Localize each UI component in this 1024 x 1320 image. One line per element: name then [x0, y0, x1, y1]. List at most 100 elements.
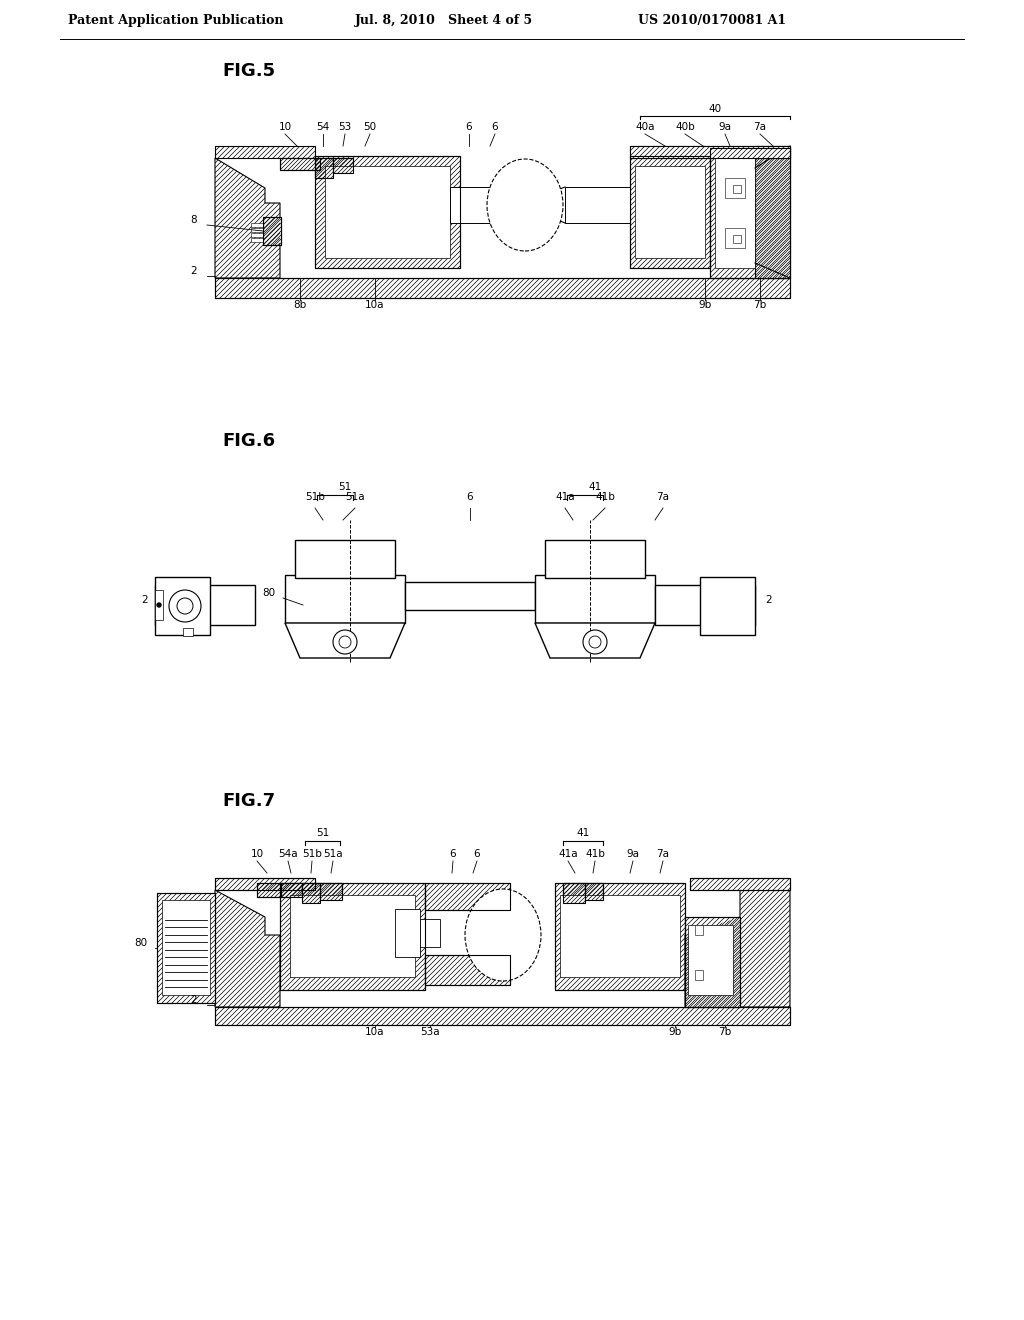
Bar	[315, 158, 333, 178]
Bar	[725, 178, 745, 198]
Bar	[715, 158, 755, 268]
Text: 50: 50	[364, 121, 377, 132]
Text: Jul. 8, 2010   Sheet 4 of 5: Jul. 8, 2010 Sheet 4 of 5	[355, 15, 534, 26]
Text: 8b: 8b	[293, 300, 306, 310]
Bar	[560, 895, 680, 977]
Polygon shape	[319, 883, 342, 900]
Polygon shape	[685, 917, 740, 1007]
Bar	[688, 925, 733, 995]
Polygon shape	[263, 216, 281, 246]
Circle shape	[177, 598, 193, 614]
Bar	[725, 228, 745, 248]
Text: 51: 51	[315, 828, 329, 838]
Bar	[425, 883, 510, 909]
Polygon shape	[563, 883, 585, 903]
Bar	[695, 970, 703, 979]
Ellipse shape	[465, 888, 541, 981]
Bar	[257, 883, 281, 898]
Polygon shape	[315, 158, 333, 178]
Circle shape	[589, 636, 601, 648]
Bar	[155, 590, 163, 620]
Bar	[157, 894, 215, 1003]
Text: FIG.5: FIG.5	[222, 62, 275, 81]
Text: 9a: 9a	[627, 849, 640, 859]
Bar	[733, 185, 741, 193]
Text: 2: 2	[190, 267, 197, 276]
Text: 80: 80	[134, 939, 147, 948]
Text: 41b: 41b	[585, 849, 605, 859]
Polygon shape	[333, 158, 353, 173]
Polygon shape	[585, 883, 603, 900]
Bar	[215, 1007, 790, 1026]
Ellipse shape	[487, 158, 563, 251]
Bar	[280, 883, 302, 898]
Text: 51b: 51b	[302, 849, 322, 859]
Text: 54a: 54a	[279, 849, 298, 859]
Bar	[695, 925, 703, 935]
Polygon shape	[630, 147, 790, 158]
Text: 8: 8	[190, 215, 197, 224]
Circle shape	[333, 630, 357, 653]
Polygon shape	[285, 623, 406, 657]
Bar	[302, 883, 319, 903]
Text: Patent Application Publication: Patent Application Publication	[68, 15, 284, 26]
Polygon shape	[425, 954, 510, 985]
Bar	[333, 158, 353, 173]
Text: 7a: 7a	[656, 849, 670, 859]
Bar	[563, 883, 585, 903]
Text: 6: 6	[450, 849, 457, 859]
Polygon shape	[280, 883, 302, 898]
Bar	[285, 576, 406, 623]
Text: 10: 10	[251, 849, 263, 859]
Polygon shape	[755, 147, 790, 279]
Polygon shape	[257, 883, 281, 898]
Text: 40: 40	[709, 104, 722, 114]
Text: 41a: 41a	[555, 492, 574, 502]
Circle shape	[583, 630, 607, 653]
Text: FIG.6: FIG.6	[222, 432, 275, 450]
Bar	[685, 917, 740, 1007]
Text: 6: 6	[474, 849, 480, 859]
Bar	[319, 883, 342, 900]
Bar	[555, 883, 685, 990]
Bar	[395, 909, 420, 957]
Text: 7b: 7b	[754, 300, 767, 310]
Bar	[700, 577, 755, 635]
Bar	[183, 628, 193, 636]
Text: 2: 2	[765, 595, 772, 605]
Bar	[655, 585, 755, 624]
Bar	[325, 166, 450, 257]
Text: 51a: 51a	[345, 492, 365, 502]
Bar	[280, 883, 425, 990]
Text: 7a: 7a	[754, 121, 767, 132]
Text: 54: 54	[316, 121, 330, 132]
Bar	[251, 223, 263, 227]
Text: US 2010/0170081 A1: US 2010/0170081 A1	[638, 15, 786, 26]
Polygon shape	[215, 279, 790, 298]
Text: 6: 6	[466, 121, 472, 132]
Polygon shape	[302, 883, 319, 903]
Text: 10a: 10a	[366, 1027, 385, 1038]
Bar	[155, 585, 255, 624]
Text: 40b: 40b	[675, 121, 695, 132]
Text: FIG.7: FIG.7	[222, 792, 275, 810]
Text: 7b: 7b	[719, 1027, 731, 1038]
Text: 10: 10	[279, 121, 292, 132]
Polygon shape	[215, 1007, 790, 1026]
Bar	[155, 577, 210, 635]
Text: 9b: 9b	[669, 1027, 682, 1038]
Bar	[710, 148, 790, 279]
Bar	[251, 234, 263, 238]
Text: 6: 6	[492, 121, 499, 132]
Text: 9a: 9a	[719, 121, 731, 132]
Bar	[565, 187, 630, 223]
Polygon shape	[157, 894, 215, 1003]
Polygon shape	[215, 158, 280, 279]
Bar	[295, 540, 395, 578]
Bar	[251, 228, 263, 232]
Bar	[535, 576, 655, 623]
Polygon shape	[685, 890, 790, 1007]
Polygon shape	[555, 883, 685, 990]
Text: 6: 6	[467, 492, 473, 502]
Polygon shape	[215, 890, 280, 1007]
